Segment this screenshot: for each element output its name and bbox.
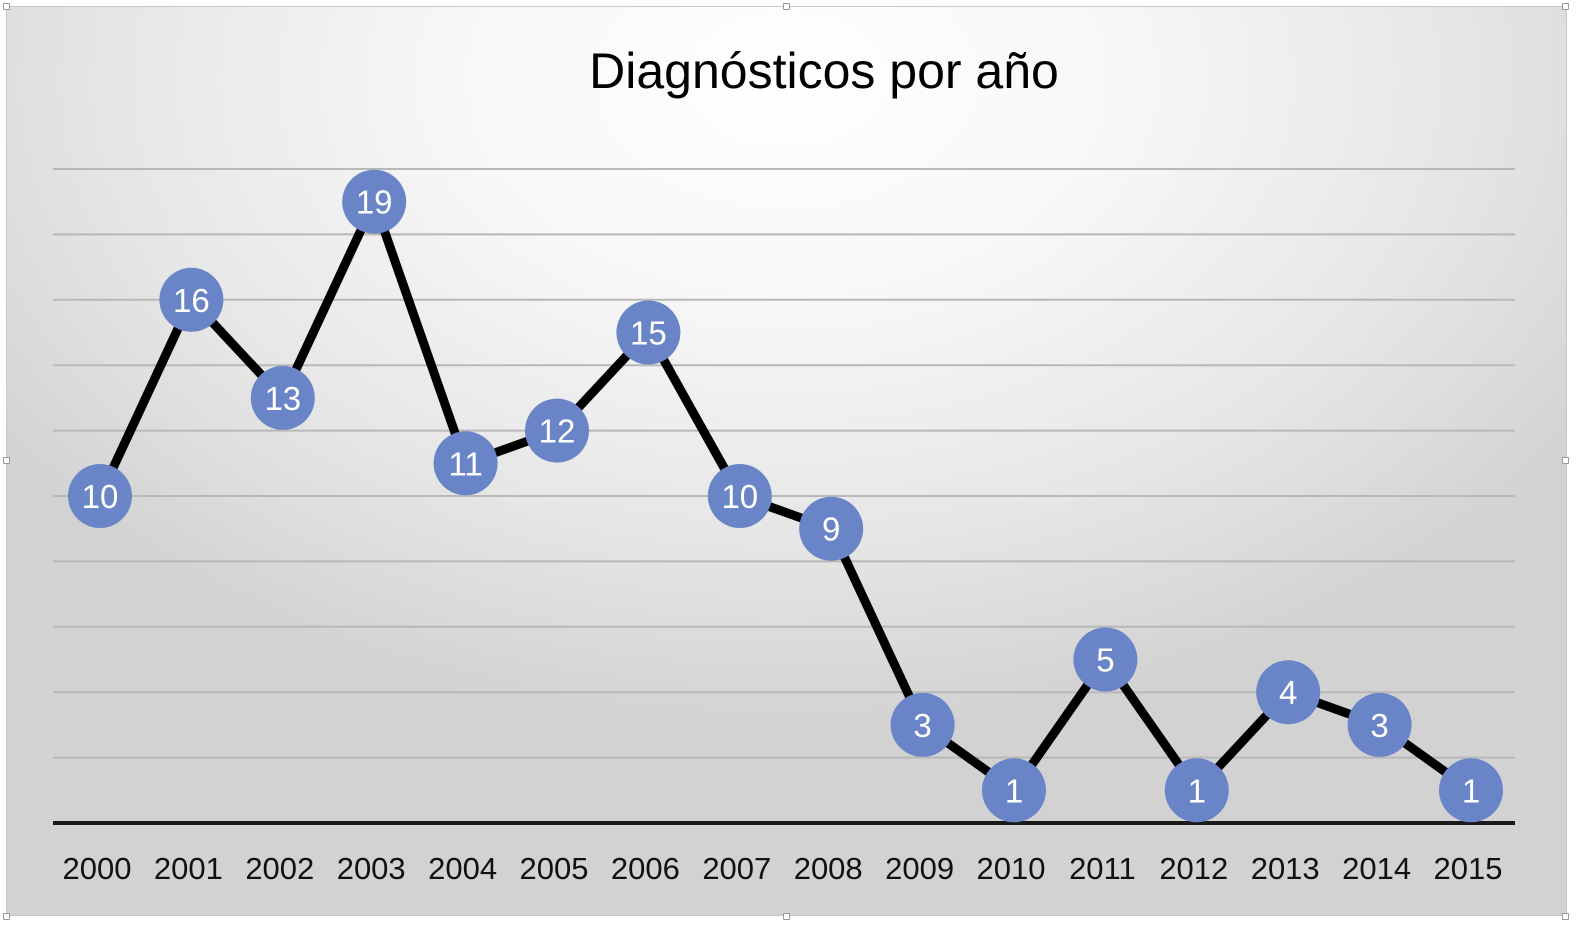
data-point-2012: 1 — [1164, 758, 1229, 823]
x-tick-label-2000: 2000 — [63, 851, 132, 886]
data-label: 19 — [356, 184, 393, 221]
data-point-2004: 11 — [433, 431, 498, 496]
point-marker — [68, 464, 132, 528]
data-label: 1 — [1005, 772, 1023, 809]
x-tick-label-2001: 2001 — [154, 851, 223, 886]
data-point-2015: 1 — [1439, 758, 1503, 823]
x-tick-label-2002: 2002 — [245, 851, 314, 886]
x-tick-label-2013: 2013 — [1251, 851, 1320, 886]
data-label: 3 — [913, 707, 931, 744]
resize-handle-bottom-right[interactable] — [1562, 913, 1569, 920]
data-label: 4 — [1279, 674, 1297, 711]
data-point-2005: 12 — [525, 398, 589, 463]
data-point-2008: 9 — [799, 496, 864, 561]
point-marker — [342, 169, 407, 234]
point-marker — [890, 692, 955, 757]
data-point-2011: 5 — [1073, 627, 1138, 692]
data-point-2006: 15 — [616, 300, 681, 365]
data-label: 3 — [1370, 707, 1388, 744]
data-label: 1 — [1188, 772, 1206, 809]
resize-handle-top-left[interactable] — [3, 3, 10, 10]
x-tick-label-2006: 2006 — [611, 851, 680, 886]
data-label: 10 — [82, 478, 119, 515]
gridlines — [53, 168, 1515, 759]
resize-handle-bottom-middle[interactable] — [783, 913, 790, 920]
resize-handle-middle-right[interactable] — [1562, 457, 1569, 464]
point-marker — [707, 464, 772, 528]
series-polyline — [95, 197, 1476, 795]
point-marker — [1073, 627, 1138, 692]
data-point-2009: 3 — [890, 692, 955, 757]
data-label: 13 — [264, 380, 301, 417]
data-point-2000: 10 — [68, 464, 132, 528]
data-label: 16 — [173, 282, 210, 319]
series-line — [95, 197, 1476, 795]
data-label: 10 — [721, 478, 758, 515]
resize-handle-top-right[interactable] — [1562, 3, 1569, 10]
x-tick-label-2010: 2010 — [977, 851, 1046, 886]
data-label: 5 — [1096, 642, 1114, 679]
resize-handle-bottom-left[interactable] — [3, 913, 10, 920]
x-tick-label-2004: 2004 — [428, 851, 497, 886]
data-label: 9 — [822, 511, 840, 548]
point-marker — [982, 758, 1046, 823]
data-point-2001: 16 — [159, 267, 224, 332]
data-label: 11 — [448, 445, 482, 482]
resize-handle-middle-left[interactable] — [3, 457, 10, 464]
data-point-2007: 10 — [707, 464, 772, 528]
point-marker — [1164, 758, 1229, 823]
x-tick-label-2005: 2005 — [520, 851, 589, 886]
x-tick-label-2008: 2008 — [794, 851, 863, 886]
point-marker — [250, 365, 315, 430]
x-tick-label-2011: 2011 — [1069, 851, 1136, 886]
point-marker — [1256, 660, 1321, 725]
point-marker — [525, 398, 589, 463]
x-tick-label-2007: 2007 — [702, 851, 771, 886]
data-point-2002: 13 — [250, 365, 315, 430]
data-label: 15 — [630, 315, 667, 352]
point-marker — [799, 496, 864, 561]
chart-frame — [6, 6, 1567, 916]
data-point-2013: 4 — [1256, 660, 1321, 725]
point-marker — [1439, 758, 1503, 823]
resize-handle-top-middle[interactable] — [783, 3, 790, 10]
x-tick-label-2003: 2003 — [337, 851, 406, 886]
data-point-2014: 3 — [1347, 692, 1412, 757]
chart-title: Diagnósticos por año — [589, 43, 1059, 99]
point-marker — [1347, 692, 1412, 757]
x-tick-label-2009: 2009 — [885, 851, 954, 886]
data-point-2003: 19 — [342, 169, 407, 234]
point-marker — [159, 267, 224, 332]
x-tick-label-2015: 2015 — [1434, 851, 1503, 886]
x-tick-label-2012: 2012 — [1159, 851, 1228, 886]
x-axis: 2000 2001 2002 2003 2004 2005 2006 2007 2008 2009… — [53, 821, 1515, 886]
data-label: 1 — [1462, 772, 1480, 809]
x-tick-label-2014: 2014 — [1342, 851, 1411, 886]
data-point-2010: 1 — [982, 758, 1046, 823]
data-label: 12 — [539, 413, 576, 450]
point-marker — [433, 431, 498, 496]
point-marker — [616, 300, 681, 365]
